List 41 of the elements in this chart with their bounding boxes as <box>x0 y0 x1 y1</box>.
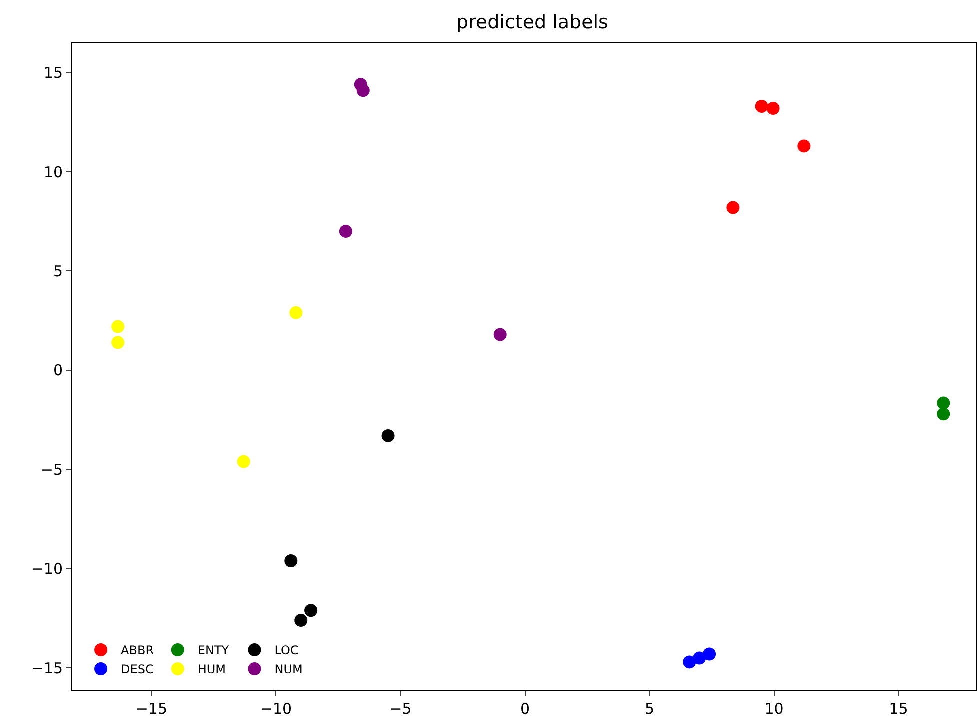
point <box>755 100 768 114</box>
point <box>112 320 125 334</box>
point <box>237 455 250 468</box>
point <box>304 604 318 618</box>
point <box>294 614 308 628</box>
y-tick-label: 15 <box>44 64 63 82</box>
x-tick-label: 15 <box>889 700 908 718</box>
y-tick-label: −10 <box>31 560 63 578</box>
legend-label: HUM <box>198 662 226 677</box>
point <box>112 336 125 350</box>
point <box>290 306 303 320</box>
point <box>937 396 950 410</box>
x-tick-label: −10 <box>260 700 292 718</box>
point <box>937 408 950 421</box>
x-tick-label: −5 <box>390 700 412 718</box>
y-tick-label: −5 <box>40 460 63 479</box>
point <box>798 140 811 153</box>
point <box>356 84 370 98</box>
y-tick-label: −15 <box>31 659 63 678</box>
point <box>494 328 507 342</box>
point <box>693 652 706 665</box>
y-tick-label: 5 <box>53 262 63 280</box>
legend-label: ABBR <box>121 644 154 658</box>
x-tick-label: −15 <box>136 700 168 718</box>
y-tick-label: 0 <box>53 362 63 380</box>
point <box>284 554 298 568</box>
y-tick-label: 10 <box>44 163 63 182</box>
chart-title: predicted labels <box>456 12 608 34</box>
point <box>339 225 352 238</box>
legend-label: LOC <box>274 644 299 658</box>
x-tick-label: 5 <box>644 700 655 718</box>
legend-label: NUM <box>274 662 303 677</box>
point <box>382 429 395 442</box>
x-tick-label: 0 <box>520 700 530 718</box>
legend-label: DESC <box>121 662 154 677</box>
legend-label: ENTY <box>198 644 230 658</box>
x-tick-label: 10 <box>764 700 784 718</box>
point <box>703 648 716 661</box>
point <box>683 656 696 669</box>
point <box>766 102 780 115</box>
point <box>726 201 740 214</box>
